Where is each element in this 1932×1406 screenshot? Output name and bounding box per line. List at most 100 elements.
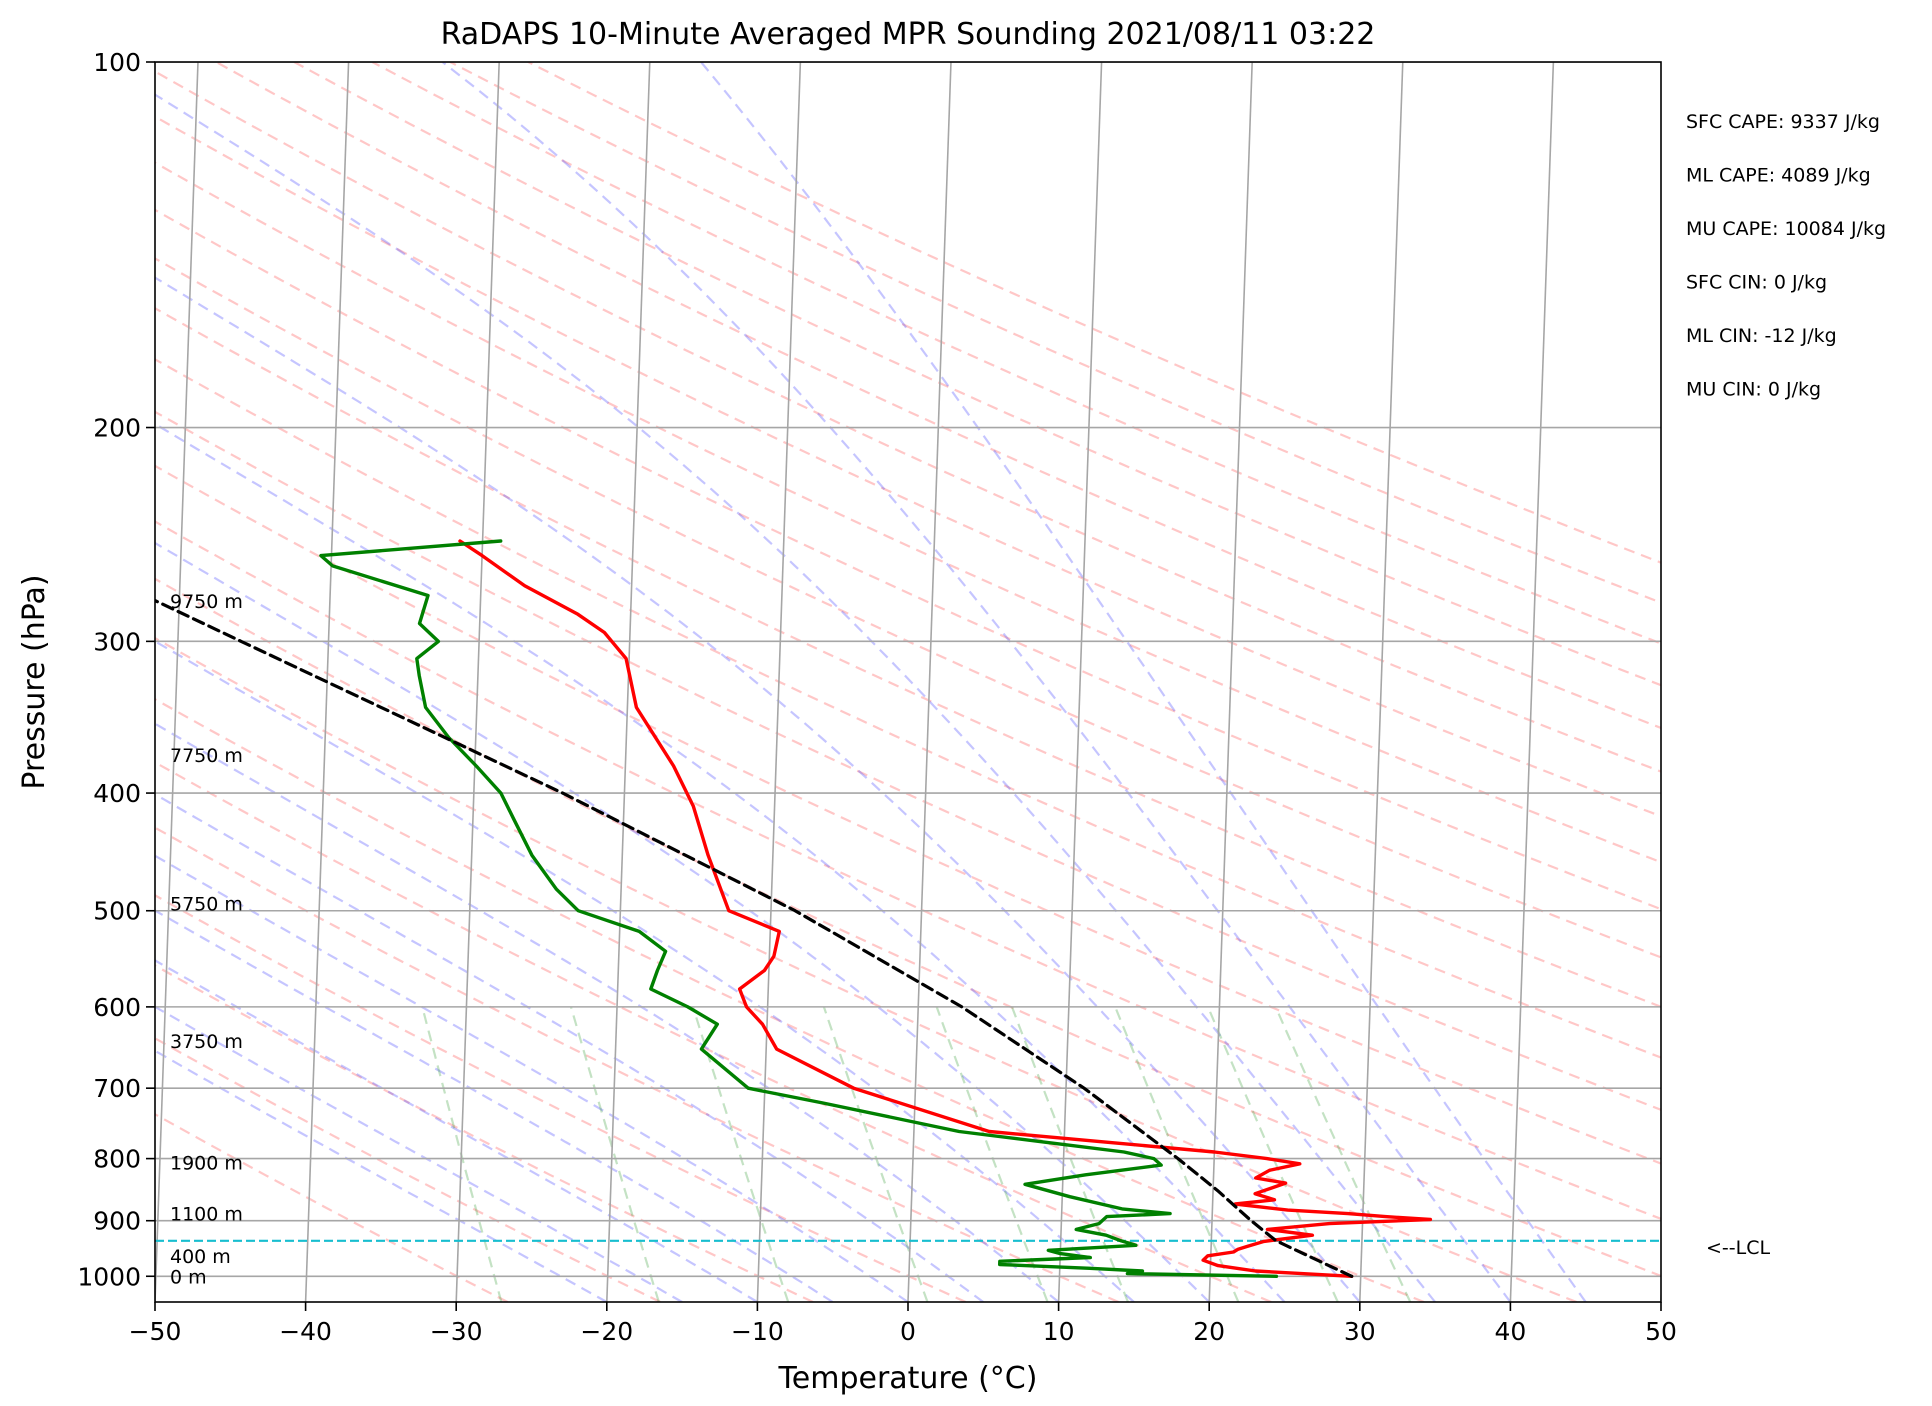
y-tick-label: 300 <box>93 627 141 656</box>
moist-adiabat <box>155 1049 608 1302</box>
moist-adiabat <box>155 541 1210 1302</box>
dry-adiabat <box>155 1112 509 1302</box>
index-text: MU CIN: 0 J/kg <box>1686 379 1821 401</box>
moist-adiabat <box>155 909 834 1302</box>
isotherm <box>1057 62 1103 1302</box>
isotherm <box>756 62 802 1302</box>
moist-adiabat <box>155 640 1135 1302</box>
isotherm <box>907 62 952 1302</box>
moist-adiabat <box>155 722 1060 1302</box>
index-text: SFC CAPE: 9337 J/kg <box>1686 111 1880 133</box>
chart-title: RaDAPS 10-Minute Averaged MPR Sounding 2… <box>441 17 1376 52</box>
isotherm <box>1359 62 1404 1302</box>
dry-adiabat <box>155 306 1661 1008</box>
x-tick-label: 0 <box>900 1317 916 1346</box>
index-text: MU CAPE: 10084 J/kg <box>1686 218 1886 240</box>
x-tick-label: −50 <box>129 1317 182 1346</box>
dry-adiabat <box>155 70 1661 773</box>
x-tick-label: 10 <box>1043 1317 1075 1346</box>
dry-adiabat <box>155 636 1578 1302</box>
index-text: SFC CIN: 0 J/kg <box>1686 272 1827 294</box>
height-label: 0 m <box>170 1266 207 1288</box>
moist-adiabat <box>155 854 909 1302</box>
mixing-ratio-line <box>569 1006 660 1302</box>
moist-adiabat <box>155 793 984 1302</box>
mixing-ratio-line <box>691 1006 790 1302</box>
x-axis-label: Temperature (°C) <box>778 1361 1038 1396</box>
moist-adiabat <box>155 276 1361 1302</box>
temperature-line <box>458 539 1433 1278</box>
indices-panel: SFC CAPE: 9337 J/kg ML CAPE: 4089 J/kg MU … <box>1686 111 1886 401</box>
dry-adiabat <box>155 115 1661 818</box>
isotherm <box>455 62 500 1302</box>
x-tick-label: −10 <box>731 1317 784 1346</box>
height-label: 3750 m <box>170 1031 243 1053</box>
dry-adiabat <box>215 62 1661 730</box>
plot-frame <box>154 61 1662 1303</box>
y-axis: 100 200 300 400 500 600 700 800 900 1000 <box>77 48 155 1291</box>
dry-adiabat <box>449 62 1661 604</box>
x-tick-label: 40 <box>1494 1317 1526 1346</box>
moist-adiabat <box>155 93 1436 1302</box>
parcel-line <box>155 598 1354 1278</box>
dry-adiabat <box>155 761 1272 1302</box>
lcl-annotation: <--LCL <box>1706 1237 1770 1259</box>
height-label: 9750 m <box>170 591 243 613</box>
y-tick-label: 600 <box>93 993 141 1022</box>
x-tick-label: 30 <box>1344 1317 1376 1346</box>
dry-adiabat <box>155 257 1661 959</box>
x-tick-label: −30 <box>430 1317 483 1346</box>
y-tick-label: 100 <box>93 48 141 77</box>
x-tick-label: 50 <box>1645 1317 1677 1346</box>
isotherm <box>1509 62 1555 1302</box>
dry-adiabat <box>155 358 1661 1059</box>
y-tick-label: 400 <box>93 779 141 808</box>
lcl-label: <--LCL <box>1706 1237 1770 1259</box>
x-tick-label: 20 <box>1193 1317 1225 1346</box>
x-axis: −50 −40 −30 −20 −10 0 10 20 30 40 50 <box>129 1302 1677 1346</box>
height-label: 7750 m <box>170 745 243 767</box>
dewpoint-line <box>319 539 1279 1278</box>
mixing-ratio-line <box>935 1006 1049 1302</box>
isotherm <box>1660 1278 1661 1302</box>
moist-adiabat <box>441 62 1512 1302</box>
y-tick-label: 900 <box>93 1207 141 1236</box>
height-label: 1900 m <box>170 1153 243 1175</box>
index-text: ML CIN: -12 J/kg <box>1686 325 1837 347</box>
moist-adiabat <box>700 62 1587 1302</box>
dry-adiabat <box>293 62 1661 687</box>
dry-adiabat <box>155 826 1119 1302</box>
isotherm <box>1812 62 1855 1302</box>
isotherm <box>155 62 199 1302</box>
y-tick-label: 200 <box>93 414 141 443</box>
index-text: ML CAPE: 4089 J/kg <box>1686 165 1871 187</box>
mixing-ratio-line <box>1274 1006 1412 1302</box>
dry-adiabat <box>155 464 1661 1165</box>
x-tick-label: −20 <box>580 1317 633 1346</box>
y-tick-label: 500 <box>93 897 141 926</box>
dry-adiabat <box>155 410 1661 1112</box>
height-label: 400 m <box>170 1246 231 1268</box>
dry-adiabat <box>155 577 1661 1278</box>
height-label: 1100 m <box>170 1204 243 1226</box>
dry-adiabat <box>155 161 1661 864</box>
mixing-ratio-line <box>822 1006 929 1302</box>
y-tick-label: 1000 <box>77 1262 141 1291</box>
isotherm <box>1208 62 1253 1302</box>
x-tick-label: −40 <box>279 1317 332 1346</box>
isotherm <box>606 62 651 1302</box>
dry-adiabat <box>155 208 1661 911</box>
y-tick-label: 700 <box>93 1074 141 1103</box>
dry-adiabat <box>155 964 814 1302</box>
height-label: 5750 m <box>170 893 243 915</box>
background-lines <box>155 62 1855 1302</box>
moist-adiabat <box>155 422 1286 1302</box>
dry-adiabat <box>155 1037 661 1302</box>
dry-adiabat <box>371 62 1661 645</box>
y-tick-label: 800 <box>93 1145 141 1174</box>
y-axis-label: Pressure (hPa) <box>17 574 52 789</box>
dry-adiabat <box>155 697 1425 1302</box>
data-lines <box>155 539 1661 1278</box>
